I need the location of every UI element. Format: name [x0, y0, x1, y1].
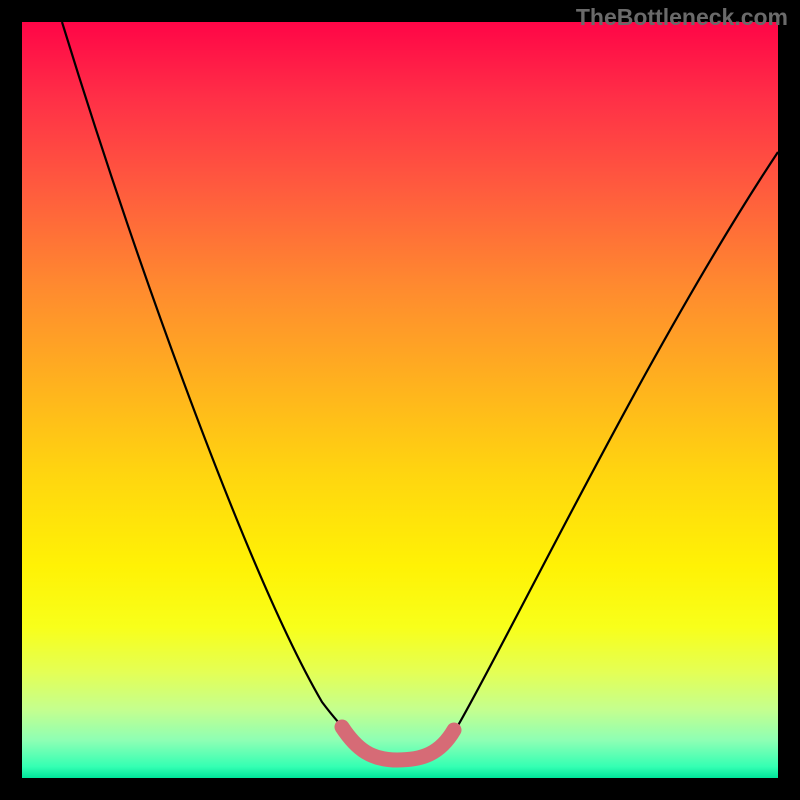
optimal-range-highlight: [342, 727, 454, 760]
plot-area: [22, 22, 778, 778]
curve-layer: [22, 22, 778, 778]
bottleneck-v-curve: [62, 22, 778, 760]
watermark-text: TheBottleneck.com: [576, 4, 788, 31]
